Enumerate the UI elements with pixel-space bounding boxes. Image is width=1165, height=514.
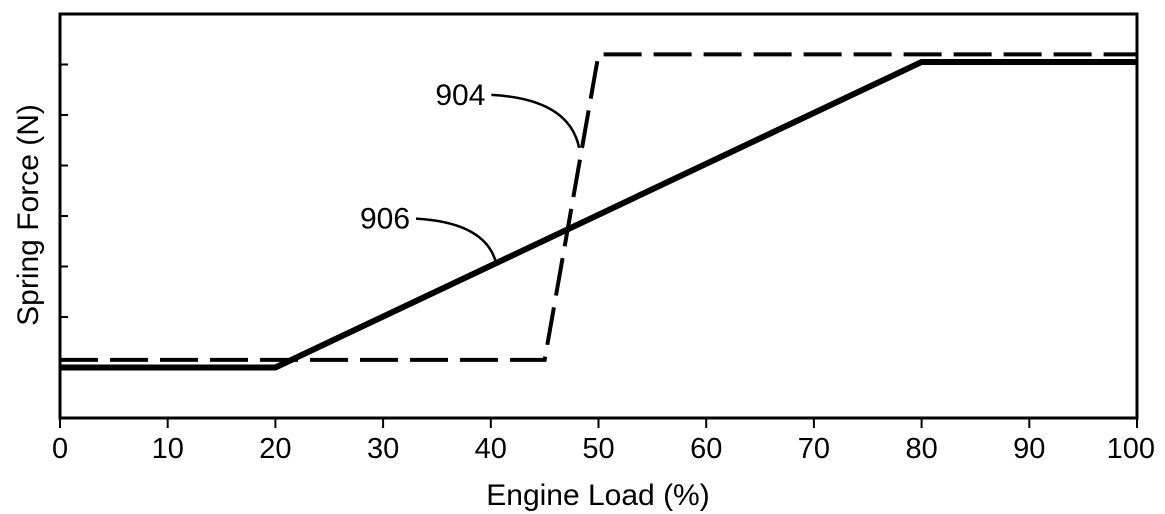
leader-line-904 [491,93,581,149]
series-906-line [60,58,1137,371]
x-axis-ticks [59,418,1138,428]
x-tick-label-3: 30 [367,433,399,465]
x-tick-label-8: 80 [905,433,937,465]
x-tick-label-4: 40 [475,433,507,465]
annotation-group: 904 906 [360,79,581,264]
label-906: 906 [360,203,410,236]
x-tick-label-0: 0 [52,433,68,465]
x-tick-label-1: 10 [152,433,184,465]
x-tick-label-10: 100 [1107,433,1155,465]
x-tick-label-5: 50 [582,433,614,465]
x-axis-title: Engine Load (%) [486,479,709,512]
label-904: 904 [435,79,485,112]
x-tick-label-7: 70 [798,433,830,465]
x-tick-label-2: 20 [259,433,291,465]
series-904-line [60,52,1137,362]
x-tick-label-9: 90 [1013,433,1045,465]
leader-line-906 [415,217,498,264]
series-group [60,52,1137,371]
x-tick-label-6: 60 [690,433,722,465]
x-axis-tick-labels: 0 10 20 30 40 50 60 70 80 90 100 [52,433,1155,465]
y-axis-title: Spring Force (N) [12,104,45,326]
